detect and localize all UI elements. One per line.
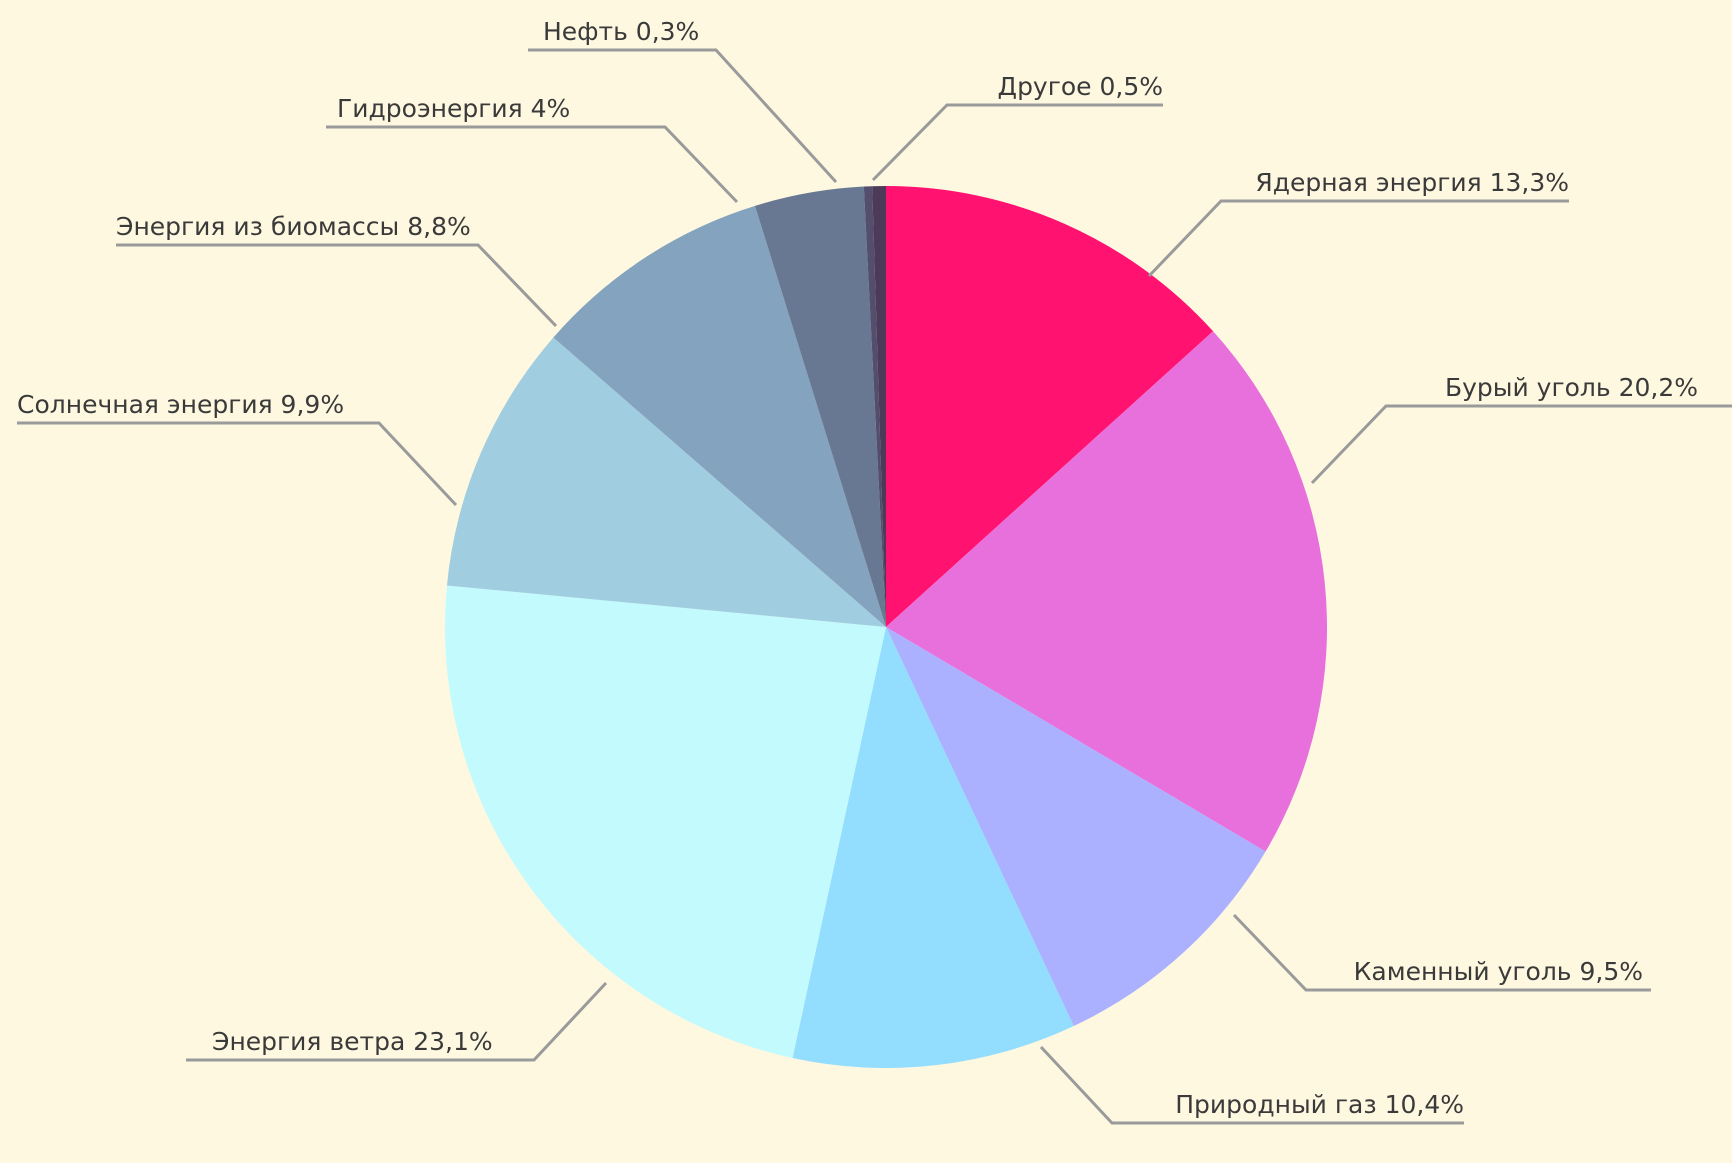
pie-slices xyxy=(445,186,1328,1068)
leader-line xyxy=(1147,199,1569,278)
slice-label: Природный газ 10,4% xyxy=(1175,1090,1464,1119)
pie-slice xyxy=(792,627,1074,1068)
pie-slice xyxy=(886,331,1328,852)
pie-slice xyxy=(445,585,886,1058)
pie-slice xyxy=(446,337,886,627)
pie-slice xyxy=(886,186,1214,627)
pie-slice xyxy=(863,186,886,628)
leader-line xyxy=(116,243,558,328)
pie-slice xyxy=(886,627,1266,1027)
leader-line xyxy=(186,981,608,1062)
slice-label: Нефть 0,3% xyxy=(543,17,699,46)
slice-label: Солнечная энергия 9,9% xyxy=(17,390,344,419)
leader-line xyxy=(326,125,739,204)
slice-label: Энергия из биомассы 8,8% xyxy=(116,212,471,241)
pie-slice xyxy=(872,186,886,627)
leader-line xyxy=(1039,1045,1464,1125)
pie-labels: Ядерная энергия 13,3% Бурый уголь 20,2% Ка… xyxy=(17,17,1732,1125)
slice-label: Энергия ветра 23,1% xyxy=(212,1027,493,1056)
slice-label: Гидроэнергия 4% xyxy=(337,94,570,123)
leader-line xyxy=(1310,404,1732,485)
leader-line xyxy=(17,421,458,507)
leader-line xyxy=(528,48,838,184)
slice-label: Другое 0,5% xyxy=(998,72,1163,101)
pie-slice xyxy=(553,205,886,628)
slice-label: Ядерная энергия 13,3% xyxy=(1255,168,1569,197)
leader-line xyxy=(1232,913,1651,992)
slice-label: Бурый уголь 20,2% xyxy=(1445,373,1698,402)
pie-slice xyxy=(755,186,886,627)
leader-line xyxy=(871,103,1163,182)
slice-label: Каменный уголь 9,5% xyxy=(1354,957,1643,986)
